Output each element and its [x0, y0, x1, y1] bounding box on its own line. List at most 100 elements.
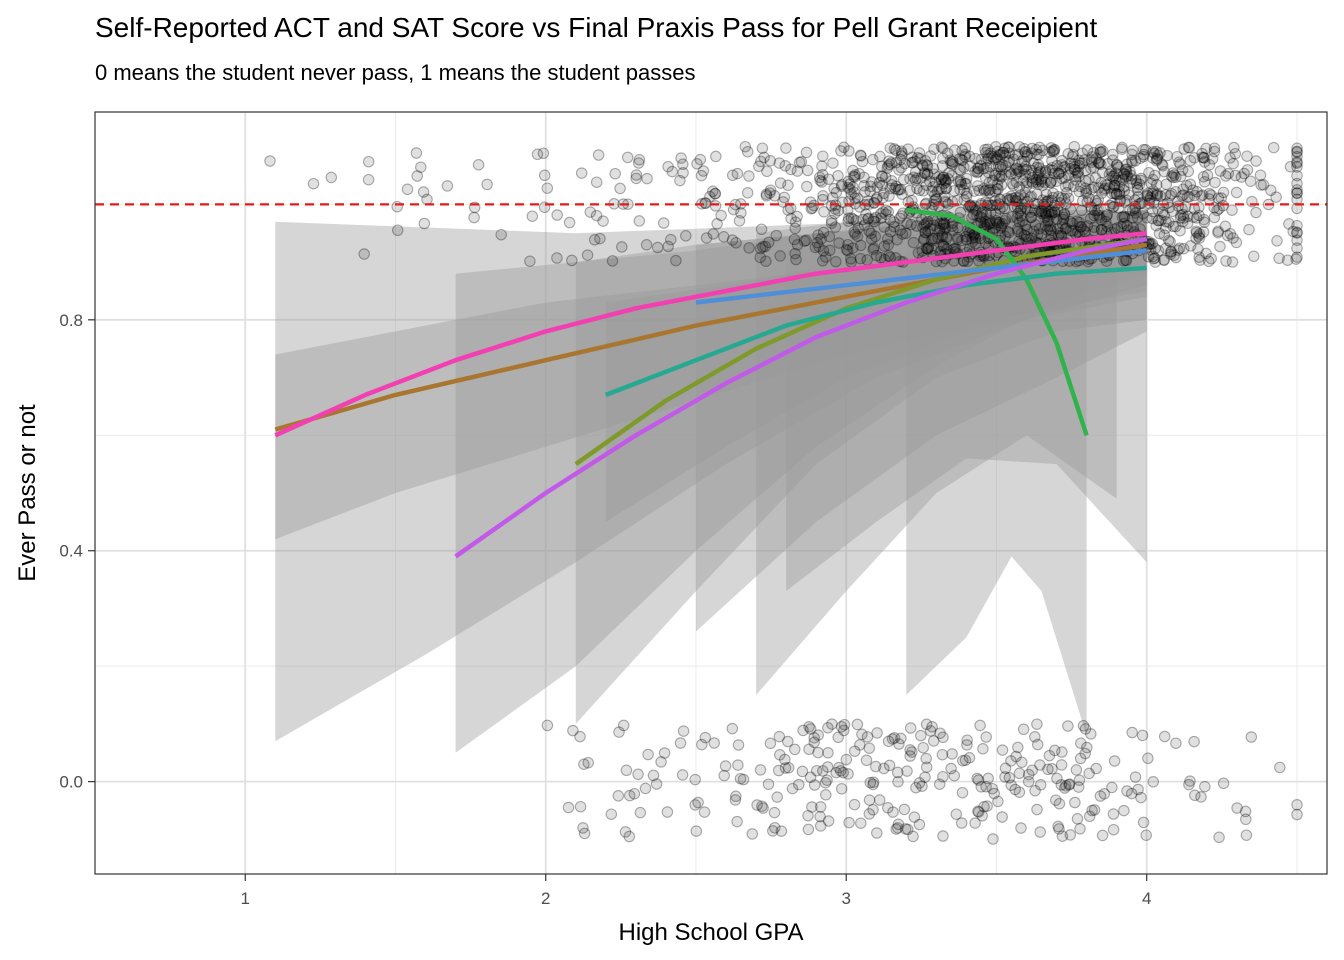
data-point: [1113, 180, 1126, 193]
data-point: [1135, 174, 1147, 187]
data-point: [890, 156, 903, 169]
data-point: [825, 214, 838, 227]
data-point: [1036, 172, 1048, 185]
data-point: [879, 171, 892, 184]
data-point: [989, 186, 1002, 198]
data-point: [898, 157, 911, 170]
data-point: [829, 221, 842, 233]
data-point: [1103, 168, 1116, 181]
data-point: [875, 212, 887, 224]
data-point: [1044, 146, 1056, 159]
data-point: [1203, 187, 1216, 200]
data-point: [1044, 223, 1057, 235]
data-point: [980, 155, 993, 167]
data-point: [1181, 191, 1194, 203]
data-point: [847, 164, 859, 177]
data-point: [1056, 154, 1068, 167]
data-point: [1142, 752, 1154, 765]
data-point: [1033, 222, 1046, 235]
data-point: [920, 718, 933, 731]
data-point: [1291, 227, 1303, 239]
data-point: [1062, 148, 1074, 160]
data-point: [1090, 762, 1102, 775]
data-point: [847, 181, 859, 193]
data-point: [1126, 148, 1138, 161]
data-point: [980, 161, 993, 173]
data-point: [1124, 165, 1136, 178]
data-point: [968, 229, 980, 241]
data-point: [1072, 166, 1085, 178]
data-point: [842, 181, 854, 194]
data-point: [945, 762, 957, 775]
data-point: [1092, 156, 1105, 169]
data-point: [919, 154, 932, 167]
data-point: [1018, 155, 1031, 168]
data-point: [578, 758, 590, 770]
data-point: [1012, 165, 1025, 177]
data-point: [808, 199, 820, 212]
data-point: [860, 754, 873, 767]
data-point: [1114, 194, 1127, 207]
data-point: [642, 748, 654, 761]
data-point: [1197, 226, 1210, 238]
data-point: [612, 790, 625, 802]
data-point: [771, 791, 783, 803]
data-point: [1069, 174, 1082, 186]
data-point: [986, 150, 998, 163]
data-point: [976, 208, 988, 220]
data-point: [1180, 179, 1193, 192]
data-point: [1079, 175, 1092, 187]
data-point: [795, 156, 808, 168]
data-point: [718, 231, 730, 243]
data-point: [1198, 152, 1210, 164]
data-point: [1113, 188, 1126, 200]
data-point: [1126, 156, 1138, 168]
x-axis-ticks: 1 2 3 4: [241, 874, 1151, 908]
data-point: [651, 241, 664, 254]
data-point: [1202, 255, 1215, 268]
data-point: [791, 210, 803, 223]
data-point: [1020, 163, 1032, 176]
data-point: [822, 747, 834, 759]
data-point: [754, 242, 767, 255]
data-point: [1143, 166, 1155, 179]
data-point: [800, 234, 812, 247]
data-point: [1095, 214, 1108, 226]
data-point: [764, 184, 777, 196]
data-point: [976, 206, 988, 218]
data-point: [1152, 203, 1164, 215]
data-point: [1161, 149, 1173, 162]
data-point: [1291, 242, 1303, 254]
data-point: [849, 169, 861, 181]
data-point: [929, 189, 941, 201]
data-point: [888, 216, 900, 228]
data-point: [1014, 165, 1026, 178]
data-point: [946, 748, 958, 760]
data-point: [1014, 189, 1027, 201]
data-point: [984, 217, 996, 229]
data-point: [979, 143, 991, 156]
data-point: [472, 159, 485, 171]
data-point: [1034, 165, 1047, 178]
data-point: [972, 162, 984, 175]
data-point: [575, 167, 588, 179]
data-point: [933, 183, 945, 195]
data-point: [891, 233, 903, 246]
data-point: [1105, 187, 1118, 199]
data-point: [902, 143, 914, 155]
data-point: [665, 233, 677, 246]
data-point: [1200, 247, 1212, 260]
data-point: [1046, 145, 1059, 157]
data-point: [1134, 152, 1147, 164]
data-point: [940, 233, 953, 245]
data-point: [1010, 162, 1023, 174]
data-point: [871, 191, 883, 204]
data-point: [1137, 207, 1149, 220]
data-point: [1142, 250, 1155, 263]
data-point: [814, 174, 827, 187]
data-point: [936, 748, 949, 761]
data-point: [926, 185, 938, 197]
data-point: [1137, 816, 1150, 829]
data-point: [1290, 253, 1302, 265]
data-point: [770, 229, 783, 242]
